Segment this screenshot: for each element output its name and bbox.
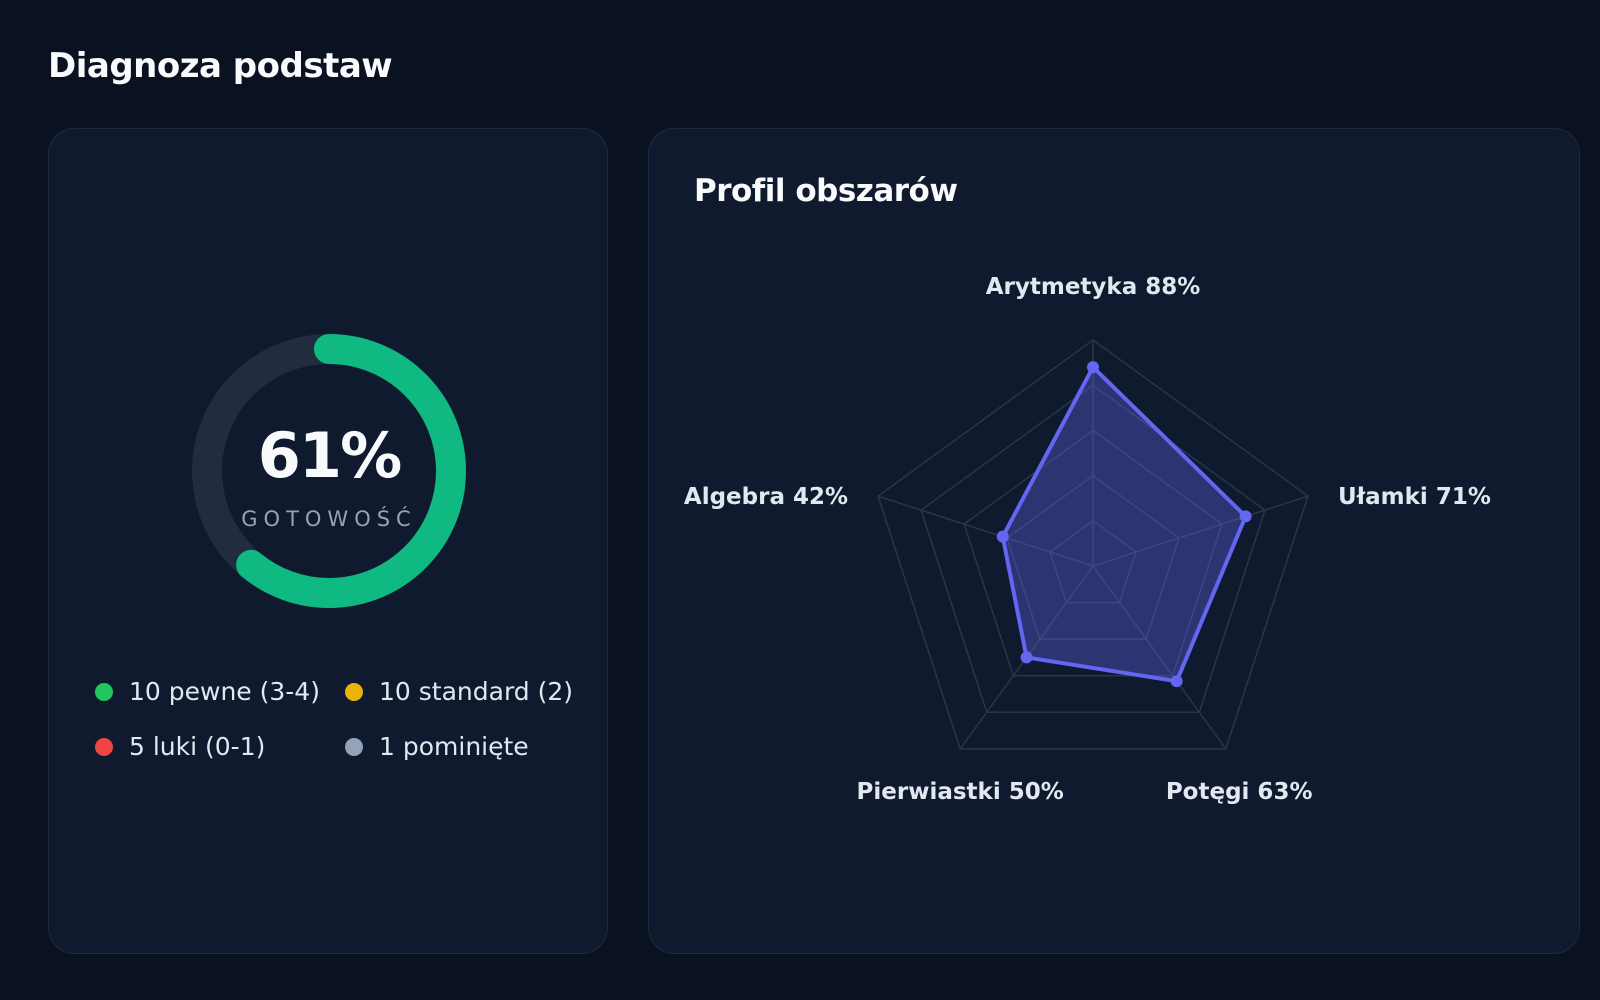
- radar-spoke: [877, 495, 1094, 567]
- readiness-label: GOTOWOŚĆ: [241, 507, 417, 531]
- radar-data: [996, 361, 1252, 688]
- legend-label: 10 standard (2): [379, 677, 574, 706]
- radar-spoke: [1092, 495, 1309, 567]
- radar-grid-ring: [920, 384, 1266, 714]
- legend-dot-gray: [345, 737, 363, 756]
- legend-item-luki: 5 luki (0-1): [95, 732, 345, 761]
- readiness-ring: [192, 334, 466, 608]
- readiness-card: 61% GOTOWOŚĆ 10 pewne (3-4) 10 standard …: [48, 128, 608, 954]
- radar-axis-label-arytmetyka: Arytmetyka 88%: [986, 274, 1201, 300]
- radar-point-ułamki: [1239, 510, 1252, 523]
- legend-dot-green: [95, 682, 113, 701]
- legend-item-pewne: 10 pewne (3-4): [95, 677, 345, 706]
- page-title: Diagnoza podstaw: [48, 46, 393, 86]
- readiness-legend: 10 pewne (3-4) 10 standard (2) 5 luki (0…: [95, 677, 575, 761]
- radar-grid-ring: [877, 339, 1309, 750]
- legend-item-standard: 10 standard (2): [345, 677, 575, 706]
- radar-point-arytmetyka: [1087, 361, 1099, 374]
- readiness-gauge: 61% GOTOWOŚĆ: [49, 129, 609, 955]
- area-profile-card: Profil obszarów Arytmetyka 88% Ułamki 71%…: [648, 128, 1580, 954]
- radar-spoke: [1092, 565, 1227, 750]
- legend-label: 5 luki (0-1): [129, 732, 266, 761]
- radar-point-pierwiastki: [1020, 651, 1033, 664]
- radar-series-area: [1000, 365, 1248, 684]
- legend-item-pominiete: 1 pominięte: [345, 732, 575, 761]
- radar-axis-label-ułamki: Ułamki 71%: [1338, 484, 1491, 510]
- radar-labels: Arytmetyka 88% Ułamki 71% Potęgi 63% Pierwi…: [684, 274, 1491, 805]
- radar-title: Profil obszarów: [694, 173, 958, 209]
- legend-dot-red: [95, 737, 113, 756]
- radar-point-potęgi: [1170, 675, 1183, 688]
- radar-grid-ring: [963, 429, 1223, 677]
- radar-axis-label-potęgi: Potęgi 63%: [1166, 779, 1313, 805]
- legend-label: 1 pominięte: [379, 732, 529, 761]
- radar-axis-label-pierwiastki: Pierwiastki 50%: [857, 779, 1064, 805]
- radar-grid-ring: [1006, 474, 1180, 640]
- radar-chart: Arytmetyka 88% Ułamki 71% Potęgi 63% Pierwi…: [684, 274, 1491, 805]
- radar-point-algebra: [996, 530, 1009, 543]
- readiness-percent: 61%: [257, 419, 402, 492]
- radar-axis-label-algebra: Algebra 42%: [684, 484, 848, 510]
- legend-dot-yellow: [345, 682, 363, 701]
- radar-grid-ring: [1049, 519, 1137, 604]
- gauge-progress-arc: [192, 334, 466, 608]
- legend-label: 10 pewne (3-4): [129, 677, 320, 706]
